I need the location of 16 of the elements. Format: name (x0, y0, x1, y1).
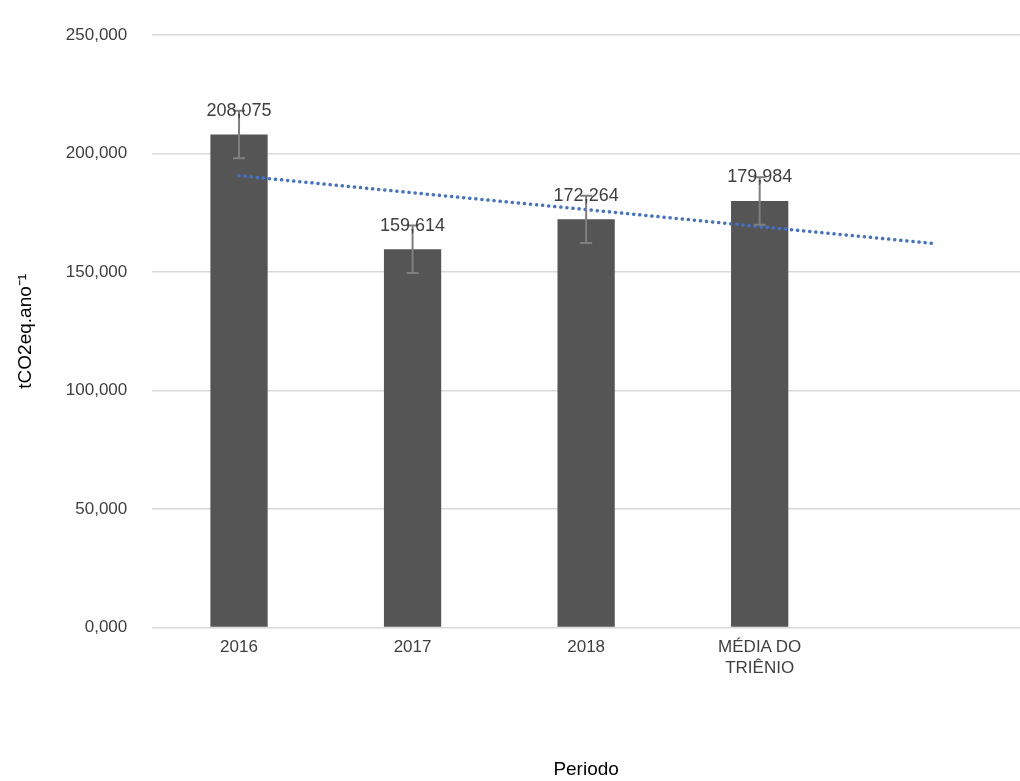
data-label: 208,075 (206, 99, 272, 120)
y-tick-label: 150,000 (65, 261, 128, 281)
y-axis-title: tCO2eq.ano⁻¹ (13, 273, 35, 389)
data-label: 179,984 (727, 166, 793, 187)
y-tick-label: 50,000 (75, 498, 128, 518)
data-label: 159,614 (380, 214, 446, 235)
x-tick-label: MÉDIA DO TRIÊNIO (718, 637, 802, 677)
data-label: 172,264 (553, 184, 619, 205)
y-tick-label: 250,000 (65, 24, 128, 44)
x-tick-label: 2016 (220, 637, 258, 657)
x-tick-label: 2018 (567, 637, 606, 657)
y-tick-label: 0,000 (84, 617, 128, 637)
x-axis-title: Periodo (553, 757, 619, 779)
y-tick-label: 200,000 (65, 143, 128, 163)
x-tick-label: 2017 (393, 637, 432, 657)
y-tick-label: 100,000 (65, 380, 128, 400)
